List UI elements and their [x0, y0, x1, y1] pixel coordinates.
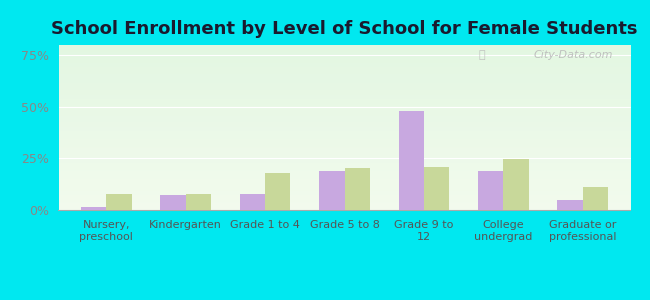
- Bar: [503, 160, 529, 210]
- Bar: [398, 111, 424, 210]
- Bar: [583, 187, 608, 210]
- Bar: [106, 194, 131, 210]
- Bar: [319, 171, 344, 210]
- Bar: [424, 167, 449, 210]
- Bar: [160, 194, 186, 210]
- Bar: [186, 194, 211, 210]
- Text: City-Data.com: City-Data.com: [534, 50, 614, 60]
- Bar: [344, 168, 370, 210]
- Bar: [81, 207, 106, 210]
- Bar: [478, 171, 503, 210]
- Text: ⓘ: ⓘ: [478, 50, 485, 60]
- Bar: [558, 200, 583, 210]
- Bar: [265, 173, 291, 210]
- Bar: [240, 194, 265, 210]
- Title: School Enrollment by Level of School for Female Students: School Enrollment by Level of School for…: [51, 20, 638, 38]
